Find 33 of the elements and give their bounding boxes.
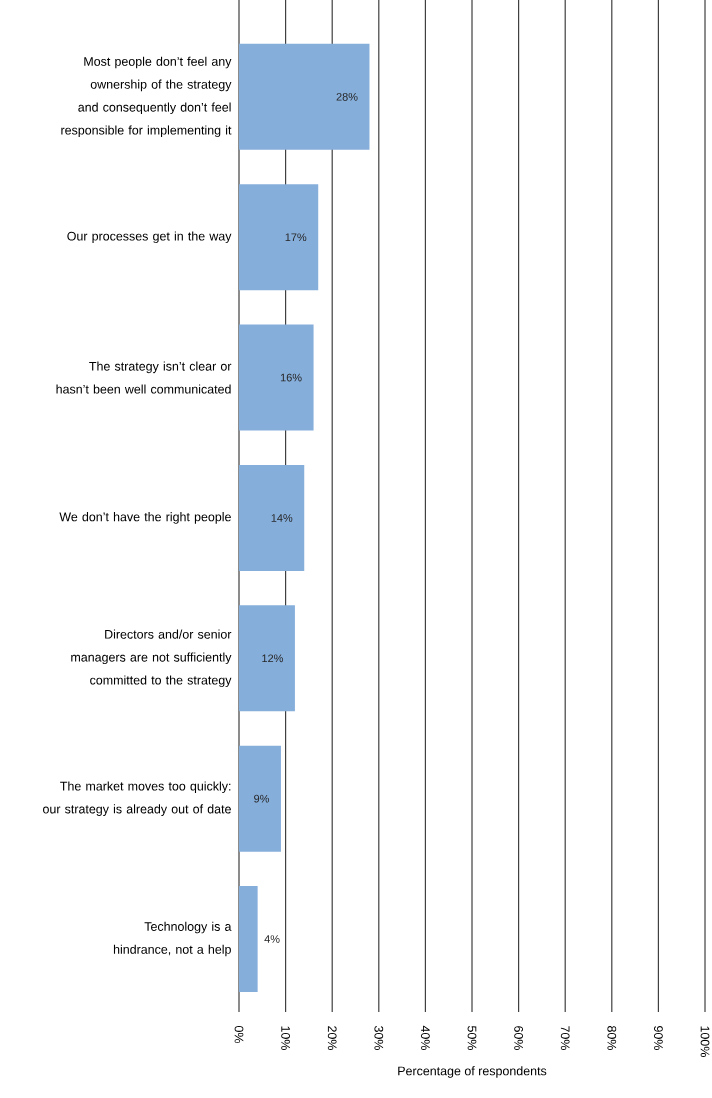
data-label: 17% bbox=[285, 233, 307, 242]
y-tick-label: Technology is a hindrance, not a help bbox=[113, 921, 232, 957]
data-label: 9% bbox=[254, 794, 270, 803]
x-tick-label: 60% bbox=[514, 1026, 523, 1050]
x-axis-title: Percentage of respondents bbox=[398, 1066, 547, 1078]
x-tick-label: 100% bbox=[700, 1026, 710, 1057]
y-tick-label: Most people don’t feel any ownership of the strategy and consequently don’t feel responsible for implementing it bbox=[61, 56, 232, 138]
y-tick-label: Our processes get in the way bbox=[67, 231, 232, 244]
y-tick-label: The strategy isn’t clear or hasn’t been well communicated bbox=[56, 361, 232, 394]
bar bbox=[239, 324, 314, 431]
bar bbox=[239, 886, 258, 993]
x-tick-label: 80% bbox=[607, 1026, 617, 1050]
bar bbox=[239, 605, 295, 712]
x-tick-label: 90% bbox=[653, 1026, 663, 1050]
x-tick-label: 30% bbox=[374, 1025, 384, 1050]
data-label: 12% bbox=[262, 654, 283, 663]
x-tick-label: 10% bbox=[281, 1026, 290, 1050]
bar bbox=[239, 43, 370, 150]
x-tick-label: 0% bbox=[234, 1026, 244, 1044]
x-tick-label: 20% bbox=[327, 1026, 337, 1050]
data-label: 28% bbox=[336, 92, 358, 101]
x-tick-label: 40% bbox=[420, 1025, 430, 1050]
data-label: 14% bbox=[271, 514, 293, 522]
x-tick-label: 50% bbox=[467, 1026, 477, 1050]
bar bbox=[239, 184, 319, 291]
y-tick-label: We don’t have the right people bbox=[59, 512, 231, 524]
bar bbox=[239, 464, 305, 571]
data-label: 16% bbox=[280, 373, 302, 382]
x-tick-label: 70% bbox=[560, 1026, 570, 1050]
y-tick-label: Directors and/or senior managers are not sufficiently committed to the strategy bbox=[71, 629, 232, 687]
y-tick-label: The market moves too quickly: our strategy is already out of date bbox=[43, 781, 231, 816]
data-label: 4% bbox=[264, 935, 280, 943]
bar bbox=[239, 745, 281, 852]
